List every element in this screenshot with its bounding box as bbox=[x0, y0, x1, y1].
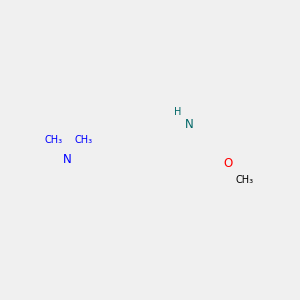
Text: CH₃: CH₃ bbox=[74, 135, 92, 145]
Text: CH₃: CH₃ bbox=[44, 135, 62, 145]
Text: CH₃: CH₃ bbox=[235, 175, 254, 184]
Text: N: N bbox=[63, 154, 72, 166]
Text: H: H bbox=[174, 107, 181, 117]
Text: N: N bbox=[185, 118, 194, 130]
Text: O: O bbox=[224, 157, 233, 170]
